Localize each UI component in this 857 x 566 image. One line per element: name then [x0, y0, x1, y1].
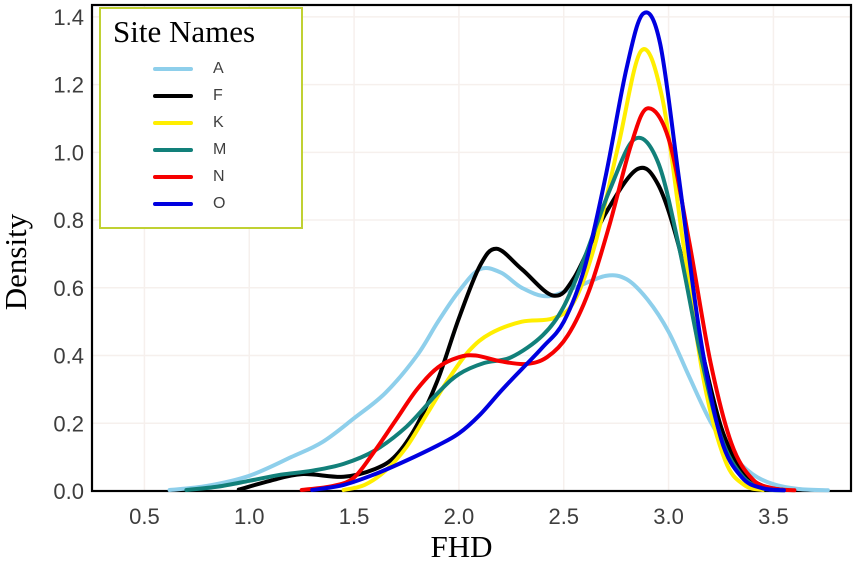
y-tick-label: 1.0	[53, 140, 84, 165]
y-tick-label: 1.2	[53, 73, 84, 98]
y-tick-label: 0.4	[53, 344, 84, 369]
y-axis-label: Density	[0, 213, 33, 310]
legend-item-K: K	[101, 109, 301, 136]
y-tick-label: 1.4	[53, 5, 84, 30]
legend-item-label: M	[213, 140, 227, 158]
plot-border	[90, 3, 853, 493]
x-tick-label: 2.0	[444, 504, 475, 529]
x-tick-label: 0.5	[129, 504, 160, 529]
series-line-M	[184, 135, 786, 493]
y-tick-label: 0.0	[53, 479, 84, 504]
legend-swatch-O	[153, 201, 193, 206]
y-tick-label: 0.2	[53, 411, 84, 436]
x-tick-label: 1.0	[234, 504, 265, 529]
legend-item-O: O	[101, 190, 301, 217]
y-tick-labels: 0.0 0.2 0.4 0.6 0.8 1.0 1.2 1.4	[53, 5, 84, 504]
legend-swatch-N	[153, 174, 193, 179]
legend-item-label: K	[213, 113, 224, 131]
legend-item-N: N	[101, 163, 301, 190]
legend-item-A: A	[101, 55, 301, 82]
legend-item-label: F	[213, 86, 223, 104]
x-tick-label: 3.0	[653, 504, 684, 529]
legend-item-label: N	[213, 167, 225, 185]
series-line-O	[310, 10, 786, 493]
x-tick-label: 3.5	[758, 504, 789, 529]
legend-item-M: M	[101, 136, 301, 163]
x-tick-label: 2.5	[548, 504, 579, 529]
legend-item-label: O	[213, 194, 226, 212]
density-curves	[167, 10, 830, 493]
series-line-N	[299, 106, 797, 493]
legend-item-label: A	[213, 59, 224, 77]
y-tick-label: 0.8	[53, 208, 84, 233]
x-tick-label: 1.5	[339, 504, 370, 529]
legend-title: Site Names	[113, 14, 256, 49]
x-tick-labels: 0.5 1.0 1.5 2.0 2.5 3.0 3.5	[129, 504, 789, 529]
x-axis-label: FHD	[430, 529, 492, 564]
legend-swatch-F	[153, 93, 193, 98]
legend-item-F: F	[101, 82, 301, 109]
legend-swatch-A	[153, 66, 193, 71]
legend-swatch-K	[153, 120, 193, 125]
y-tick-label: 0.6	[53, 276, 84, 301]
legend-swatch-M	[153, 147, 193, 152]
